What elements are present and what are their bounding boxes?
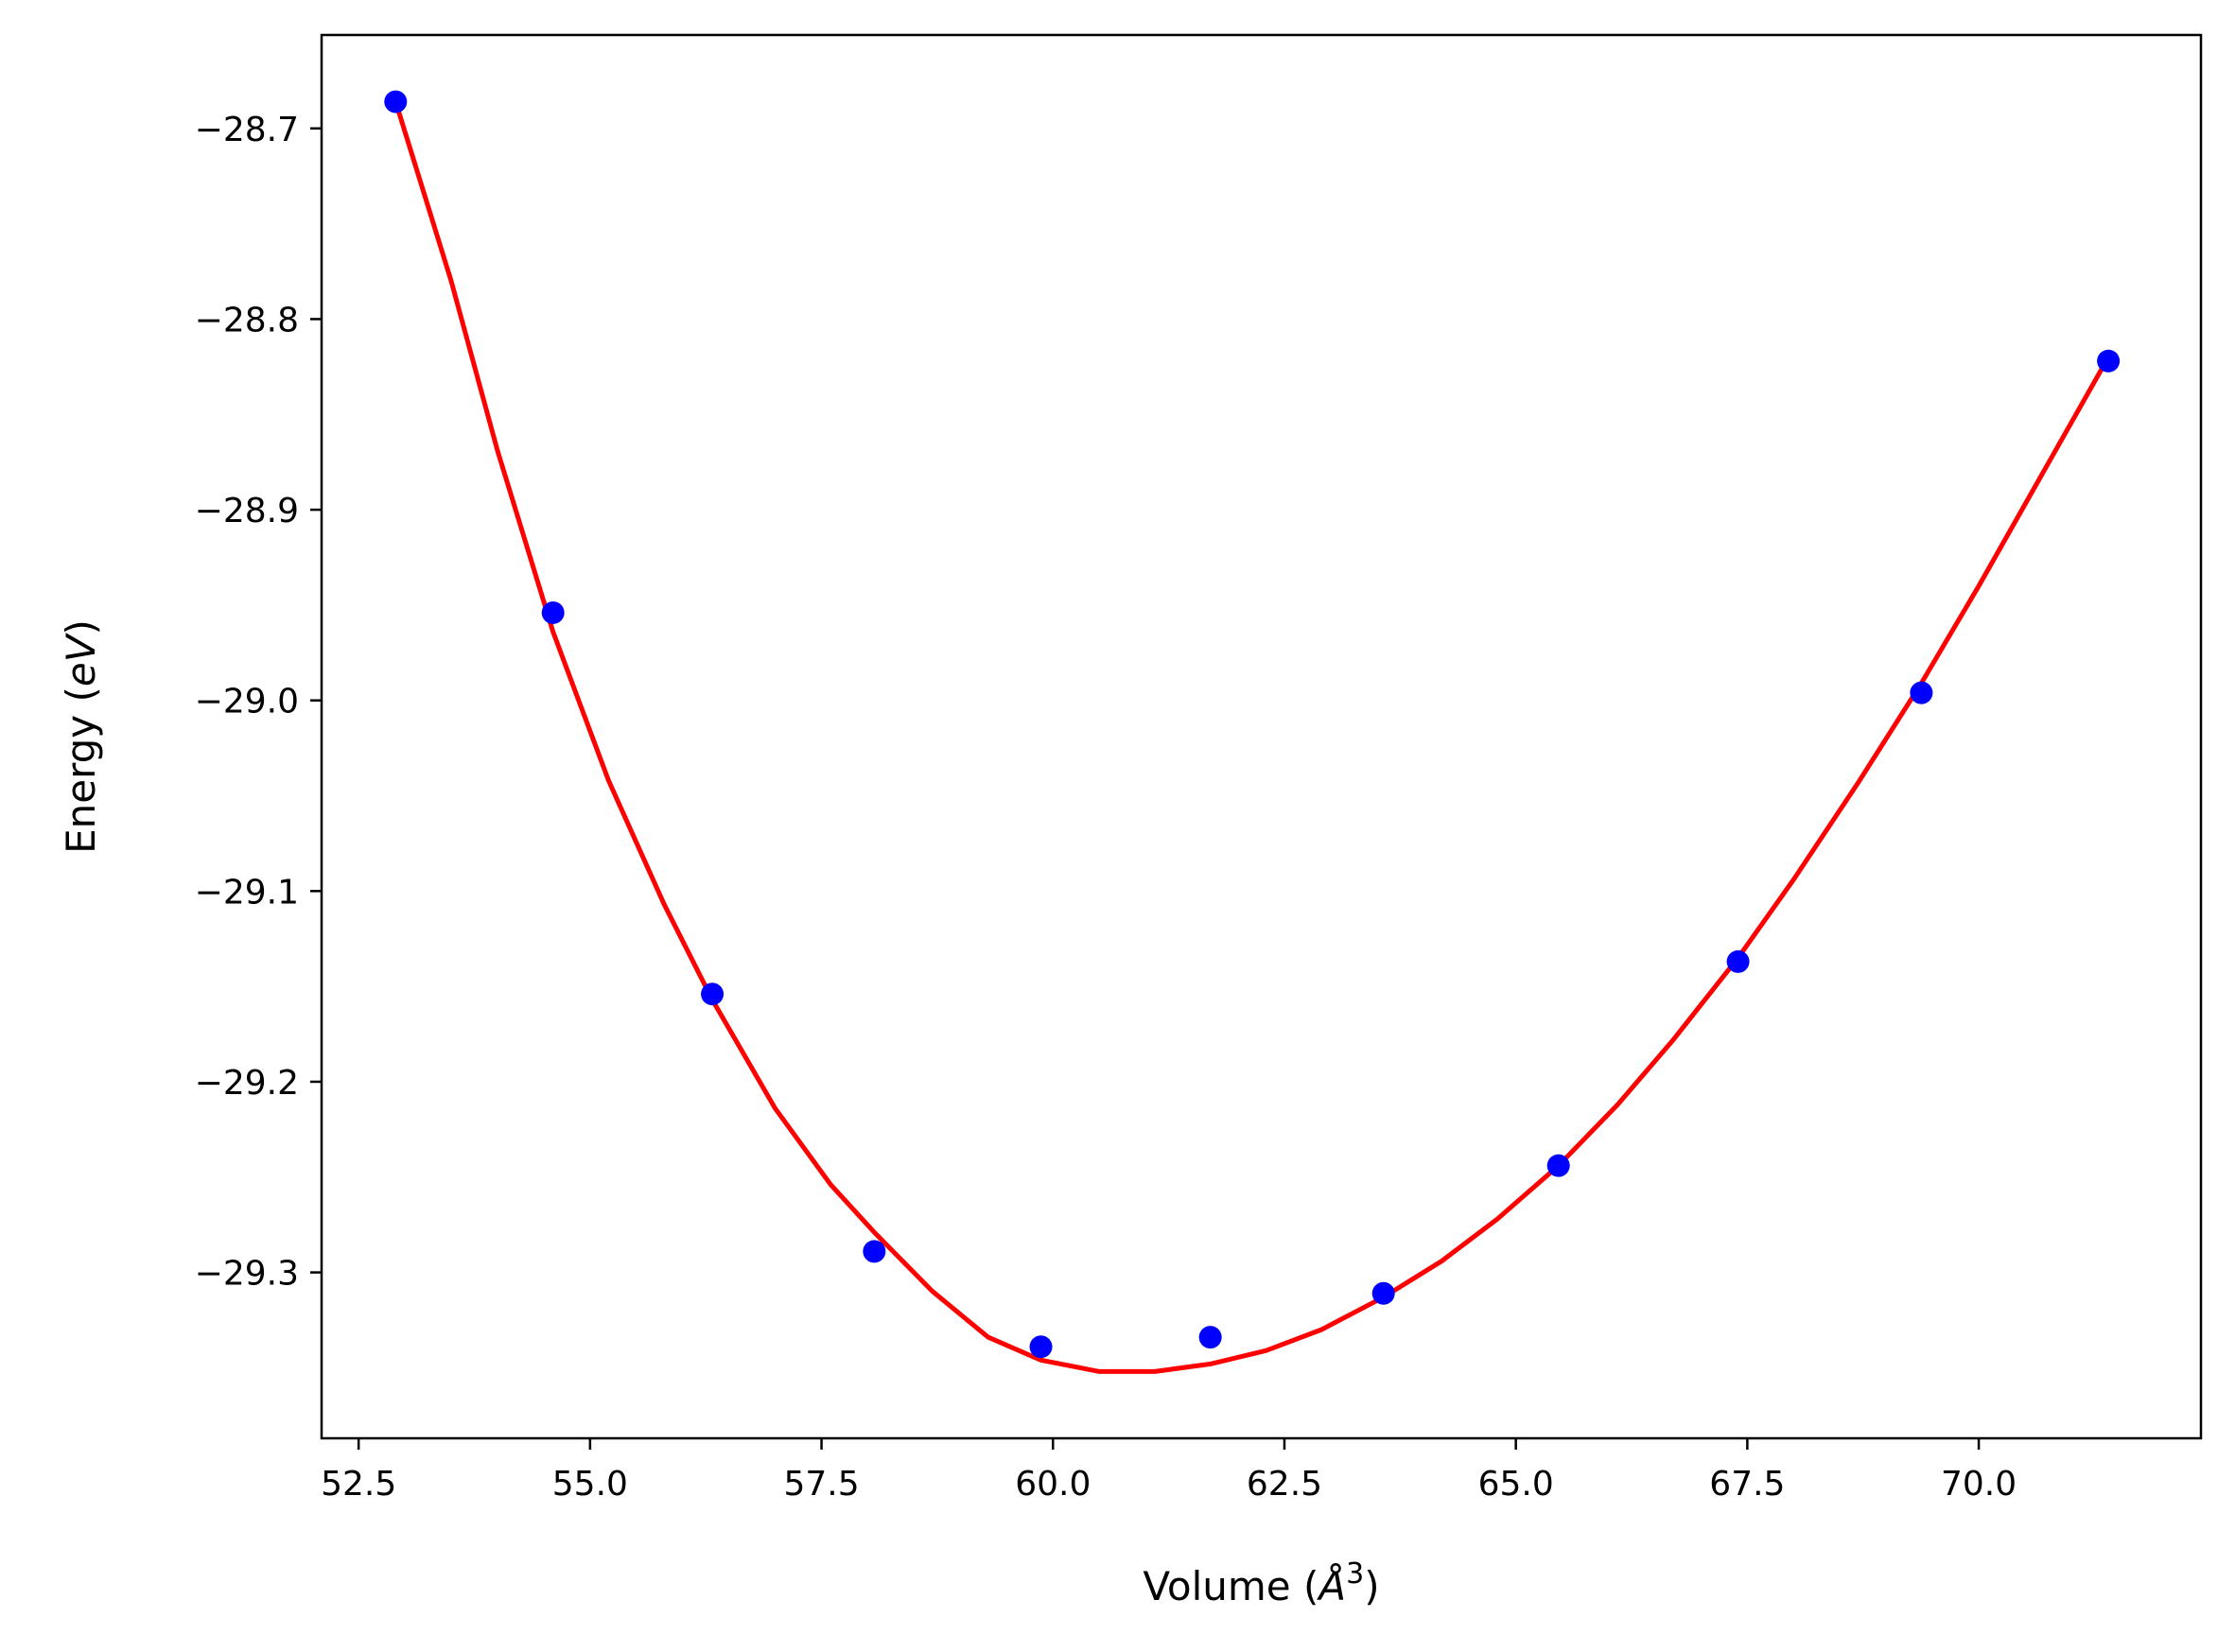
data-point xyxy=(1910,681,1933,704)
x-tick-label: 65.0 xyxy=(1478,1465,1554,1504)
data-point xyxy=(2097,349,2121,373)
data-point xyxy=(701,983,725,1006)
y-tick-label: −29.1 xyxy=(195,873,299,912)
y-axis-label: Energy (eV) xyxy=(58,619,104,854)
data-point xyxy=(1371,1281,1395,1305)
x-tick-label: 57.5 xyxy=(783,1465,859,1504)
fit-curve-layer xyxy=(393,99,2111,1374)
fit-curve-line xyxy=(393,99,2111,1374)
x-axis-label-symbol: Å xyxy=(1316,1562,1346,1609)
y-tick-label: −29.0 xyxy=(195,683,299,722)
y-axis-label-prefix: Energy ( xyxy=(58,687,104,854)
x-axis-label-prefix: Volume ( xyxy=(1143,1563,1318,1609)
y-tick-label: −29.3 xyxy=(195,1255,299,1294)
x-tick-label: 52.5 xyxy=(321,1465,396,1504)
x-axis-label-superscript: 3 xyxy=(1346,1557,1364,1591)
data-point xyxy=(1029,1335,1053,1359)
x-tick-label: 62.5 xyxy=(1247,1465,1322,1504)
y-axis-label-italic: eV xyxy=(58,632,104,687)
x-tick-label: 70.0 xyxy=(1941,1465,2017,1504)
y-axis-ticks: −28.7 −28.8 −28.9 −29.0 −29.1 −29.2 −29.3 xyxy=(195,111,322,1294)
x-axis-label-suffix: ) xyxy=(1364,1563,1379,1609)
data-points-layer xyxy=(384,90,2121,1359)
x-tick-label: 55.0 xyxy=(552,1465,628,1504)
data-point xyxy=(384,90,408,113)
y-tick-label: −29.2 xyxy=(195,1064,299,1103)
x-axis-label: Volume (Å3) xyxy=(1143,1557,1379,1609)
data-point xyxy=(863,1240,886,1263)
plot-frame xyxy=(320,33,2203,1440)
y-tick-label: −28.7 xyxy=(195,111,299,149)
data-point xyxy=(1726,949,1750,973)
y-tick-label: −28.8 xyxy=(195,301,299,339)
x-axis-ticks: 52.5 55.0 57.5 60.0 62.5 65.0 67.5 70.0 xyxy=(321,1438,2017,1504)
y-tick-label: −28.9 xyxy=(195,492,299,530)
data-point xyxy=(1198,1326,1222,1349)
data-point xyxy=(1546,1154,1570,1177)
x-tick-label: 60.0 xyxy=(1015,1465,1091,1504)
data-point xyxy=(541,600,565,624)
x-tick-label: 67.5 xyxy=(1709,1465,1785,1504)
y-axis-label-suffix: ) xyxy=(58,619,104,635)
